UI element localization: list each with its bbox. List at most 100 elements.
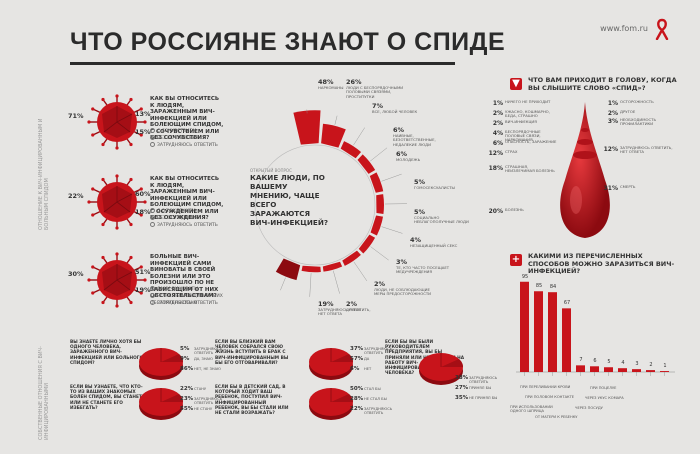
attitude-value: 30% [68,270,84,278]
pie-label: ЗАТРУДНЯЮСЬ ОТВЕТИТЬ [364,407,393,415]
association-label: ОПАСНОСТЬ, ЗАРАЖЕНИЕ [505,139,557,144]
bar [520,281,529,372]
bar-label: ОТ МАТЕРИ К РЕБЕНКУ [535,415,578,419]
association-label: СТРАШНАЯ, НЕИЗЛЕЧИМАЯ БОЛЕЗНЬ [505,164,555,174]
pie-value: 55% [180,406,194,412]
bar [534,291,543,372]
association-label: ЗАТРУДНЯЮСЬ ОТВЕТИТЬ, НЕТ ОТВЕТА [620,145,673,155]
pie-label: НЕТ [364,367,372,371]
option-marker-icon [150,293,155,298]
bar-value: 5 [607,359,611,366]
fan-value: 5% [414,208,426,216]
bar-label: ПРИ ПОЛОВОМ КОНТАКТЕ [525,395,575,399]
association-label: БЕСПОРЯДОЧНЫЕ ПОЛОВЫЕ СВЯЗИ, НАРКОМАНИЯ [505,129,541,143]
fan-label: НЕЗАЩИЩЕННЫЙ СЕКС [410,243,458,248]
center-caption: ОТКРЫТЫЙ ВОПРОС [250,168,292,173]
attitude-value: 13% [135,110,151,118]
association-label: ДРУГОЕ [620,109,636,114]
pie-value: 22% [350,406,364,412]
attitude-value: 71% [68,112,84,120]
pie-value: 6% [350,366,360,372]
site-url[interactable]: www.fom.ru [600,24,648,33]
fan-segment [275,258,301,281]
option-label: ЗАТРУДНЯЮСЬ ОТВЕТИТЬ [157,223,218,228]
option-label: С СОЧУВСТВИЕМ [157,129,197,134]
pie-value: 22% [180,386,194,392]
option-marker-icon [150,286,155,291]
association-label: НЕОБХОДИМОСТЬ ПРОФИЛАКТИКИ [620,117,657,127]
bar-value: 1 [663,363,667,370]
pie-chart [139,348,183,380]
fan-segment [358,234,376,254]
association-label: СТРАХ [505,149,518,154]
title-underline [70,62,455,65]
center-question: КАКИЕ ЛЮДИ, ПО ВАШЕМУ МНЕНИЮ, ЧАЩЕ ВСЕГО… [250,173,329,227]
virus-icon [87,252,147,308]
fan-label: НАИВНЫЕ, БЕЗОТВЕТСТВЕННЫЕ, НЕДАЛЕКИЕ ЛЮД… [393,133,436,147]
bar [562,308,571,372]
pie-value: 50% [350,386,364,392]
fan-value: 5% [414,178,426,186]
fan-value: 2% [346,300,358,308]
bar [590,366,599,372]
fan-value: 6% [393,126,405,134]
pie-value: 5% [180,346,190,352]
pie-chart [419,353,463,385]
bar-value: 67 [563,300,571,307]
attitude-value: 22% [68,192,84,200]
bar-label: ПРИ ИСПОЛЬЗОВАНИИ ОДНОГО ШПРИЦА [510,405,553,413]
bar-value: 84 [549,284,557,291]
association-value: 12% [488,150,503,157]
association-label: ОСТОРОЖНОСТЬ [620,99,654,104]
bar [646,370,655,372]
attitude-value: 60% [135,190,151,198]
pie-label: ЗАТРУДНЯЮСЬ ОТВЕТИТЬ [194,397,223,405]
fan-chart [254,109,407,297]
ways-bar-chart [516,281,675,376]
attitude-value: 18% [135,208,151,216]
pie-label: НЕ ПРИНЯЛ БЫ [469,396,498,400]
option-marker-icon [150,142,155,147]
fan-segment [357,154,376,174]
association-value: 4% [492,130,503,137]
bar [618,368,627,372]
bar-value: 95 [521,273,529,280]
association-value: 3% [607,118,618,125]
association-label: УЖАСНО, КОШМАРНО, БЕДА, СТРАШНО [505,109,550,119]
association-question: ЧТО ВАМ ПРИХОДИТ В ГОЛОВУ, КОГДА ВЫ СЛЫШ… [528,76,677,92]
page-title: ЧТО РОССИЯНЕ ЗНАЮТ О СПИДЕ [70,28,506,56]
attitude-value: 51% [135,268,151,276]
blood-drop-icon: ▼ [510,78,522,90]
pie-value: 23% [180,396,194,402]
fan-value: 3% [396,258,408,266]
pie-chart [309,348,353,380]
fan-value: 48% [318,78,334,86]
bar-value: 85 [535,283,543,290]
association-value: 2% [607,110,618,117]
pie-label: ЗАТРУДНЯЮСЬ ОТВЕТИТЬ [364,347,393,355]
option-marker-icon [150,215,155,220]
ways-question: КАКИМИ ИЗ ПЕРЕЧИСЛЕННЫХ СПОСОБОВ МОЖНО З… [528,252,675,275]
option-marker-icon [150,128,155,133]
pie-label: ЗАТРУДНЯЮСЬ ОТВЕТИТЬ [469,376,498,384]
option-marker-icon [150,300,155,305]
association-value: 1% [607,100,618,107]
pie-chart [139,388,183,420]
association-label: БОЛЕЗНЬ [505,207,524,212]
pie-question: ЕСЛИ ВЫ БЛИЗКИЙ ВАМ ЧЕЛОВЕК СОБРАЛСЯ СВО… [215,340,289,366]
attitude-option: САМИ ВИНОВАТЫ [150,286,230,293]
virus-icon [87,174,147,230]
attitude-option: ЗАТРУДНЯЮСЬ ОТВЕТИТЬ [150,142,230,149]
fan-label: ГОМОСЕКСУАЛИСТЫ [414,185,455,190]
pie-label: ПРИНЯЛ БЫ [469,386,492,390]
association-value: 2% [492,120,503,127]
pie-chart [309,388,353,420]
bar [660,371,669,372]
virus-icon [87,94,147,150]
pie-label: НЕТ, НЕ ЗНАЮ [194,367,221,371]
attitude-option: БЕЗ ОСУЖДЕНИЯ [150,215,230,222]
bar [604,367,613,372]
bar-label: ЧЕРЕЗ ПОСУДУ [575,406,603,410]
association-value: 6% [492,140,503,147]
pie-question: ЕСЛИ БЫ В ДЕТСКИЙ САД, В КОТОРЫЙ ХОДИТ В… [215,385,289,417]
